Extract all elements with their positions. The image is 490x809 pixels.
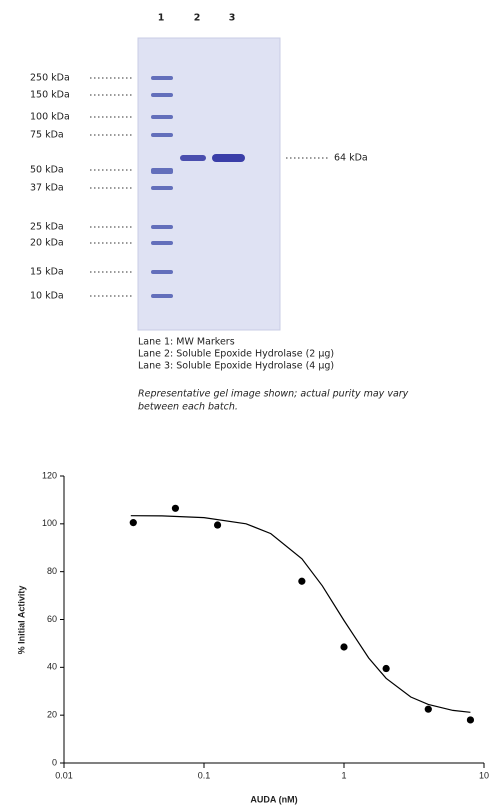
lane-legend: Lane 1: MW Markers — [138, 337, 235, 348]
x-tick-label: 0.1 — [198, 770, 211, 780]
marker-label: 20 kDa — [30, 238, 64, 249]
x-tick-label: 10 — [479, 770, 489, 780]
marker-label: 37 kDa — [30, 183, 64, 194]
gel-note: between each batch. — [138, 402, 238, 413]
marker-band — [151, 93, 173, 97]
marker-label: 250 kDa — [30, 73, 70, 84]
x-tick-label: 0.01 — [55, 770, 73, 780]
marker-band — [151, 133, 173, 137]
band — [212, 154, 245, 162]
marker-label: 75 kDa — [30, 130, 64, 141]
lane-number: 2 — [194, 13, 201, 24]
marker-label: 10 kDa — [30, 291, 64, 302]
y-tick-label: 120 — [42, 470, 57, 480]
gel-note: Representative gel image shown; actual p… — [138, 389, 409, 400]
y-tick-label: 20 — [47, 710, 57, 720]
band — [180, 155, 206, 161]
page: {"gel": {"lanes": ["1", "2", "3"], "mark… — [0, 0, 490, 809]
gel-figure: 1 2 3 250 kDa 150 kDa 100 kDa 75 kDa 50 kDa 37 k… — [30, 13, 409, 413]
marker-label: 50 kDa — [30, 165, 64, 176]
data-point — [340, 643, 347, 650]
data-point — [425, 706, 432, 713]
marker-label: 100 kDa — [30, 112, 70, 123]
marker-label: 25 kDa — [30, 222, 64, 233]
data-point — [130, 519, 137, 526]
marker-band — [151, 225, 173, 229]
page-canvas: 1 2 3 250 kDa 150 kDa 100 kDa 75 kDa 50 kDa 37 k… — [0, 0, 490, 809]
data-point — [172, 505, 179, 512]
gel-image — [138, 38, 280, 330]
lane-legend: Lane 2: Soluble Epoxide Hydrolase (2 µg) — [138, 349, 334, 360]
data-point — [298, 578, 305, 585]
lane-legend: Lane 3: Soluble Epoxide Hydrolase (4 µg) — [138, 361, 334, 372]
x-tick-label: 1 — [341, 770, 346, 780]
band-label: 64 kDa — [334, 153, 368, 164]
marker-band — [151, 115, 173, 119]
marker-label: 150 kDa — [30, 90, 70, 101]
marker-band — [151, 186, 173, 190]
marker-label: 15 kDa — [30, 267, 64, 278]
data-point — [214, 521, 221, 528]
lane-number: 3 — [229, 13, 236, 24]
data-point — [383, 665, 390, 672]
y-tick-label: 40 — [47, 662, 57, 672]
y-axis-label: % Initial Activity — [16, 586, 26, 655]
marker-band — [151, 76, 173, 80]
marker-band — [151, 241, 173, 245]
fit-curve — [131, 516, 471, 713]
lane-number: 1 — [158, 13, 165, 24]
x-axis-label: AUDA (nM) — [250, 794, 297, 804]
y-tick-label: 80 — [47, 566, 57, 576]
marker-band — [151, 294, 173, 298]
chart: AUDA (nM) % Initial Activity 02040608010… — [16, 470, 489, 804]
y-tick-label: 60 — [47, 614, 57, 624]
data-point — [467, 716, 474, 723]
marker-band — [151, 270, 173, 274]
y-tick-label: 100 — [42, 518, 57, 528]
marker-band — [151, 168, 173, 174]
y-tick-label: 0 — [52, 757, 57, 767]
